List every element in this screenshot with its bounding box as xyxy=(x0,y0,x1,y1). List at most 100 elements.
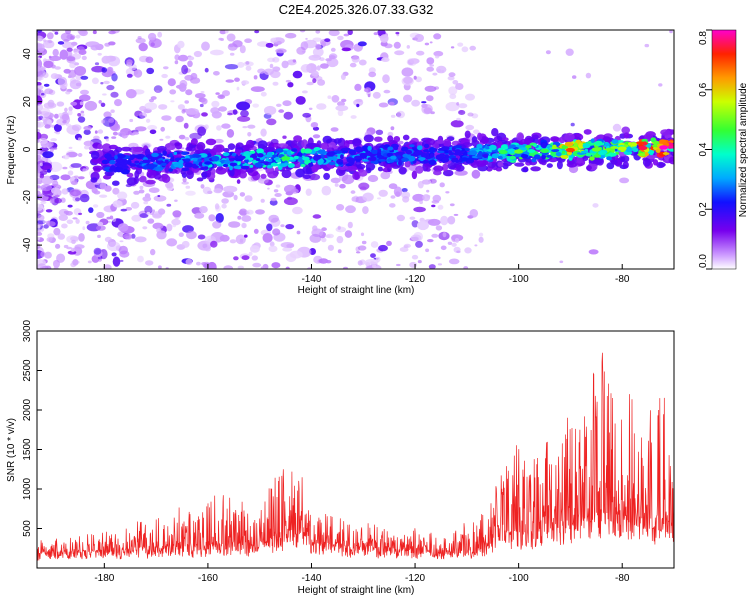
heatmap-noise-cell xyxy=(40,251,46,258)
heatmap-noise-cell xyxy=(215,92,220,95)
heatmap-band-halo-cell xyxy=(186,170,194,180)
heatmap-noise-cell xyxy=(479,232,484,237)
heatmap-noise-cell xyxy=(431,200,440,204)
heatmap-noise-cell xyxy=(219,30,227,35)
heatmap-noise-cell xyxy=(401,188,408,193)
heatmap-band-core-cell xyxy=(222,163,229,168)
heatmap-noise-cell xyxy=(111,136,117,139)
heatmap-noise-cell xyxy=(157,31,163,38)
heatmap-band-halo-cell xyxy=(436,139,445,144)
heatmap-band-halo-cell xyxy=(586,165,592,171)
heatmap-noise-cell xyxy=(458,103,468,109)
heatmap-noise-cell xyxy=(150,248,156,256)
heatmap-noise-cell xyxy=(189,132,202,140)
heatmap-noise-cell xyxy=(255,138,260,143)
heatmap-noise-cell xyxy=(37,81,42,86)
heatmap-noise-cell xyxy=(465,93,475,101)
heatmap-band-core-cell xyxy=(598,151,607,156)
heatmap-band-core-cell xyxy=(181,151,188,155)
heatmap-band-core-cell xyxy=(371,157,377,160)
heatmap-noise-cell xyxy=(284,184,297,194)
heatmap-noise-cell xyxy=(134,236,147,243)
heatmap-band-halo-cell xyxy=(646,154,657,159)
heatmap-noise-cell xyxy=(545,50,551,55)
heatmap-noise-cell xyxy=(39,147,49,152)
heatmap-noise-cell xyxy=(432,72,438,76)
snr-plot-area xyxy=(37,331,674,568)
colorbar-tick-label: 0.8 xyxy=(698,31,709,45)
heatmap-noise-cell xyxy=(365,258,379,265)
heatmap-noise-cell xyxy=(325,234,331,238)
heatmap-noise-cell xyxy=(312,47,324,57)
heatmap-noise-cell xyxy=(187,60,193,68)
heatmap-noise-cell xyxy=(201,112,208,117)
heatmap-noise-cell xyxy=(249,245,260,253)
heatmap-band-core-cell xyxy=(476,143,483,150)
heatmap-noise-cell xyxy=(380,41,388,47)
heatmap-noise-cell xyxy=(368,71,377,78)
heatmap-noise-cell xyxy=(66,51,73,57)
heatmap-noise-cell xyxy=(257,177,269,184)
heatmap-band-core-cell xyxy=(564,141,574,147)
heatmap-noise-cell xyxy=(381,57,390,62)
colorbar-tick-label: 0.0 xyxy=(698,254,709,268)
heatmap-band-core-cell xyxy=(300,163,306,168)
colorbar-tick-label: 0.6 xyxy=(698,82,709,96)
heatmap-band-core-cell xyxy=(109,159,116,165)
heatmap-noise-cell xyxy=(335,105,349,112)
heatmap-noise-cell xyxy=(260,266,266,269)
heatmap-band-core-cell xyxy=(641,138,648,142)
y-tick-label: -20 xyxy=(22,190,33,205)
heatmap-noise-cell xyxy=(244,38,253,43)
heatmap-noise-cell xyxy=(227,191,232,194)
heatmap-band-halo-cell xyxy=(260,173,267,179)
heatmap-noise-cell xyxy=(74,66,87,76)
heatmap-noise-cell xyxy=(225,30,229,34)
heatmap-noise-cell xyxy=(112,200,123,208)
heatmap-noise-cell xyxy=(50,138,57,142)
heatmap-band-core-cell xyxy=(266,164,273,169)
heatmap-noise-cell xyxy=(316,103,327,110)
heatmap-noise-cell xyxy=(423,107,432,114)
heatmap-noise-cell xyxy=(73,49,79,54)
heatmap-noise-cell xyxy=(75,34,81,39)
heatmap-noise-cell xyxy=(357,260,363,266)
heatmap-hotspot xyxy=(617,146,627,151)
heatmap-noise-cell xyxy=(62,120,67,124)
heatmap-noise-cell xyxy=(417,220,429,231)
heatmap-noise-cell xyxy=(592,203,599,208)
heatmap-noise-cell xyxy=(92,204,99,208)
heatmap-noise-cell xyxy=(70,35,75,40)
heatmap-hotspot xyxy=(565,147,575,153)
heatmap-band-halo-cell xyxy=(363,134,374,143)
x-tick-label: -140 xyxy=(301,274,321,285)
heatmap-band-core-cell xyxy=(334,150,343,154)
heatmap-band-core-cell xyxy=(606,156,612,161)
colorbar-gradient xyxy=(712,30,736,269)
heatmap-band-core-cell xyxy=(169,152,173,158)
heatmap-noise-cell xyxy=(282,135,287,139)
heatmap-noise-cell xyxy=(37,95,43,106)
heatmap-band-core-cell xyxy=(117,154,126,159)
heatmap-noise-cell xyxy=(114,99,122,107)
heatmap-noise-cell xyxy=(356,103,360,108)
heatmap-noise-cell xyxy=(347,30,353,36)
heatmap-band-halo-cell xyxy=(310,164,320,171)
heatmap-noise-cell xyxy=(184,136,190,141)
heatmap-noise-cell xyxy=(101,119,105,124)
heatmap-noise-cell xyxy=(421,101,427,104)
heatmap-noise-cell xyxy=(228,221,241,228)
heatmap-noise-cell xyxy=(160,126,165,132)
heatmap-noise-cell xyxy=(49,55,62,62)
heatmap-noise-cell xyxy=(146,211,151,215)
heatmap-band-core-cell xyxy=(453,152,461,156)
heatmap-band-halo-cell xyxy=(245,167,254,173)
heatmap-noise-cell xyxy=(132,131,140,135)
snr-x-ticks: -180 -160 -140 -120 -100 -80 xyxy=(94,563,630,584)
heatmap-noise-cell xyxy=(174,60,179,65)
heatmap-noise-cell xyxy=(474,244,478,247)
heatmap-noise-cell xyxy=(37,131,42,140)
heatmap-noise-cell xyxy=(57,41,65,45)
heatmap-noise-cell xyxy=(413,75,417,80)
heatmap-noise-cell xyxy=(213,71,220,76)
